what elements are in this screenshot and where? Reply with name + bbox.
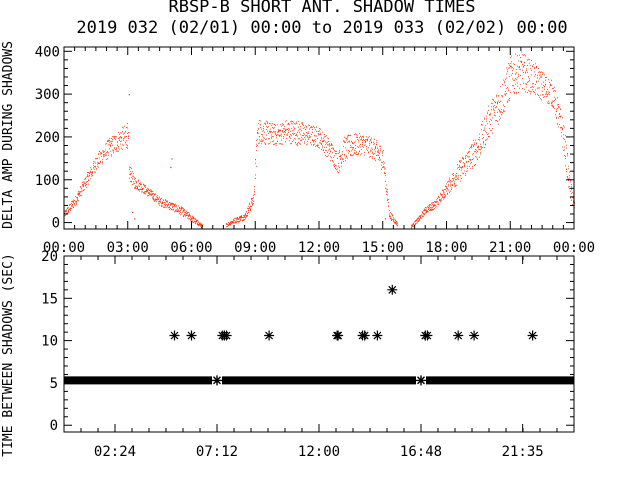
top-x-tick-label: 09:00 bbox=[234, 240, 276, 256]
bottom-plot-frame bbox=[63, 255, 575, 433]
shadow-interval-point bbox=[527, 330, 538, 341]
delta-amp-point bbox=[171, 158, 173, 160]
shadow-interval-point bbox=[469, 330, 480, 341]
bottom-y-tick-label: 20 bbox=[41, 249, 58, 265]
bottom-x-tick-label: 02:24 bbox=[94, 444, 136, 460]
shadow-interval-point bbox=[422, 330, 433, 341]
chart-subtitle: 2019 032 (02/01) 00:00 to 2019 033 (02/0… bbox=[76, 18, 567, 38]
time-between-shadows-panel: 0 5 10 15 20 02:24 07:12 12:00 16:48 21:35 TIME B… bbox=[1, 249, 575, 460]
delta-amp-point bbox=[128, 94, 131, 96]
top-x-tick-label: 15:00 bbox=[362, 240, 404, 256]
top-x-tick-label: 21:00 bbox=[489, 240, 531, 256]
shadow-interval-point bbox=[212, 375, 222, 386]
bottom-y-tick-label: 5 bbox=[50, 376, 58, 392]
bottom-x-tick-label: 16:48 bbox=[400, 444, 442, 460]
top-x-tick-label: 00:00 bbox=[43, 240, 85, 256]
delta-amp-point bbox=[134, 218, 136, 220]
top-y-tick-label: 0 bbox=[52, 216, 60, 232]
bottom-y-tick-label: 10 bbox=[41, 334, 58, 350]
bottom-x-tick-label: 07:12 bbox=[196, 444, 238, 460]
shadow-interval-point bbox=[186, 330, 197, 341]
bottom-y-tick-label: 0 bbox=[50, 418, 58, 434]
shadow-interval-point bbox=[359, 330, 370, 341]
shadow-interval-point bbox=[333, 330, 344, 341]
time-between-shadows-axes: 0 5 10 15 20 02:24 07:12 12:00 16:48 21:35 bbox=[41, 249, 575, 460]
top-y-tick-label: 200 bbox=[35, 130, 60, 146]
shadow-interval-point bbox=[416, 375, 426, 386]
top-x-tick-label: 00:00 bbox=[553, 240, 595, 256]
bottom-y-tick-label: 15 bbox=[41, 291, 58, 307]
shadow-interval-point bbox=[169, 330, 180, 341]
shadow-interval-point bbox=[221, 330, 232, 341]
shadow-interval-band bbox=[64, 376, 574, 385]
delta-amp-trace bbox=[64, 51, 575, 229]
delta-amp-point bbox=[170, 166, 172, 169]
top-y-tick-label: 300 bbox=[35, 87, 60, 103]
bottom-x-tick-label: 12:00 bbox=[298, 444, 340, 460]
top-y-axis-label: DELTA AMP DURING SHADOWS bbox=[1, 41, 16, 229]
delta-amp-axes: 0 100 200 300 400 00:00 03:00 06:00 09:00 12:00 15… bbox=[35, 44, 595, 256]
bottom-x-tick-label: 21:35 bbox=[502, 444, 544, 460]
shadow-interval-point bbox=[372, 330, 383, 341]
top-y-tick-label: 100 bbox=[35, 173, 60, 189]
shadow-interval-point bbox=[387, 284, 398, 295]
shadow-interval-points bbox=[169, 284, 538, 386]
top-x-tick-label: 03:00 bbox=[107, 240, 149, 256]
top-plot-frame bbox=[63, 46, 575, 230]
delta-amp-points bbox=[64, 51, 575, 229]
delta-amp-point bbox=[132, 211, 134, 214]
top-x-tick-label: 12:00 bbox=[298, 240, 340, 256]
shadow-interval-point bbox=[453, 330, 464, 341]
shadow-interval-band-fill bbox=[64, 376, 574, 385]
delta-amp-panel: 0 100 200 300 400 00:00 03:00 06:00 09:00 12:00 15… bbox=[1, 41, 595, 256]
bottom-y-axis-label: TIME BETWEEN SHADOWS (SEC) bbox=[1, 253, 16, 457]
top-x-tick-label: 06:00 bbox=[170, 240, 212, 256]
top-y-tick-label: 400 bbox=[35, 44, 60, 60]
shadow-interval-point bbox=[264, 330, 275, 341]
top-x-tick-label: 18:00 bbox=[425, 240, 467, 256]
delta-amp-point bbox=[384, 218, 387, 220]
chart-title: RBSP-B SHORT ANT. SHADOW TIMES bbox=[168, 0, 475, 17]
